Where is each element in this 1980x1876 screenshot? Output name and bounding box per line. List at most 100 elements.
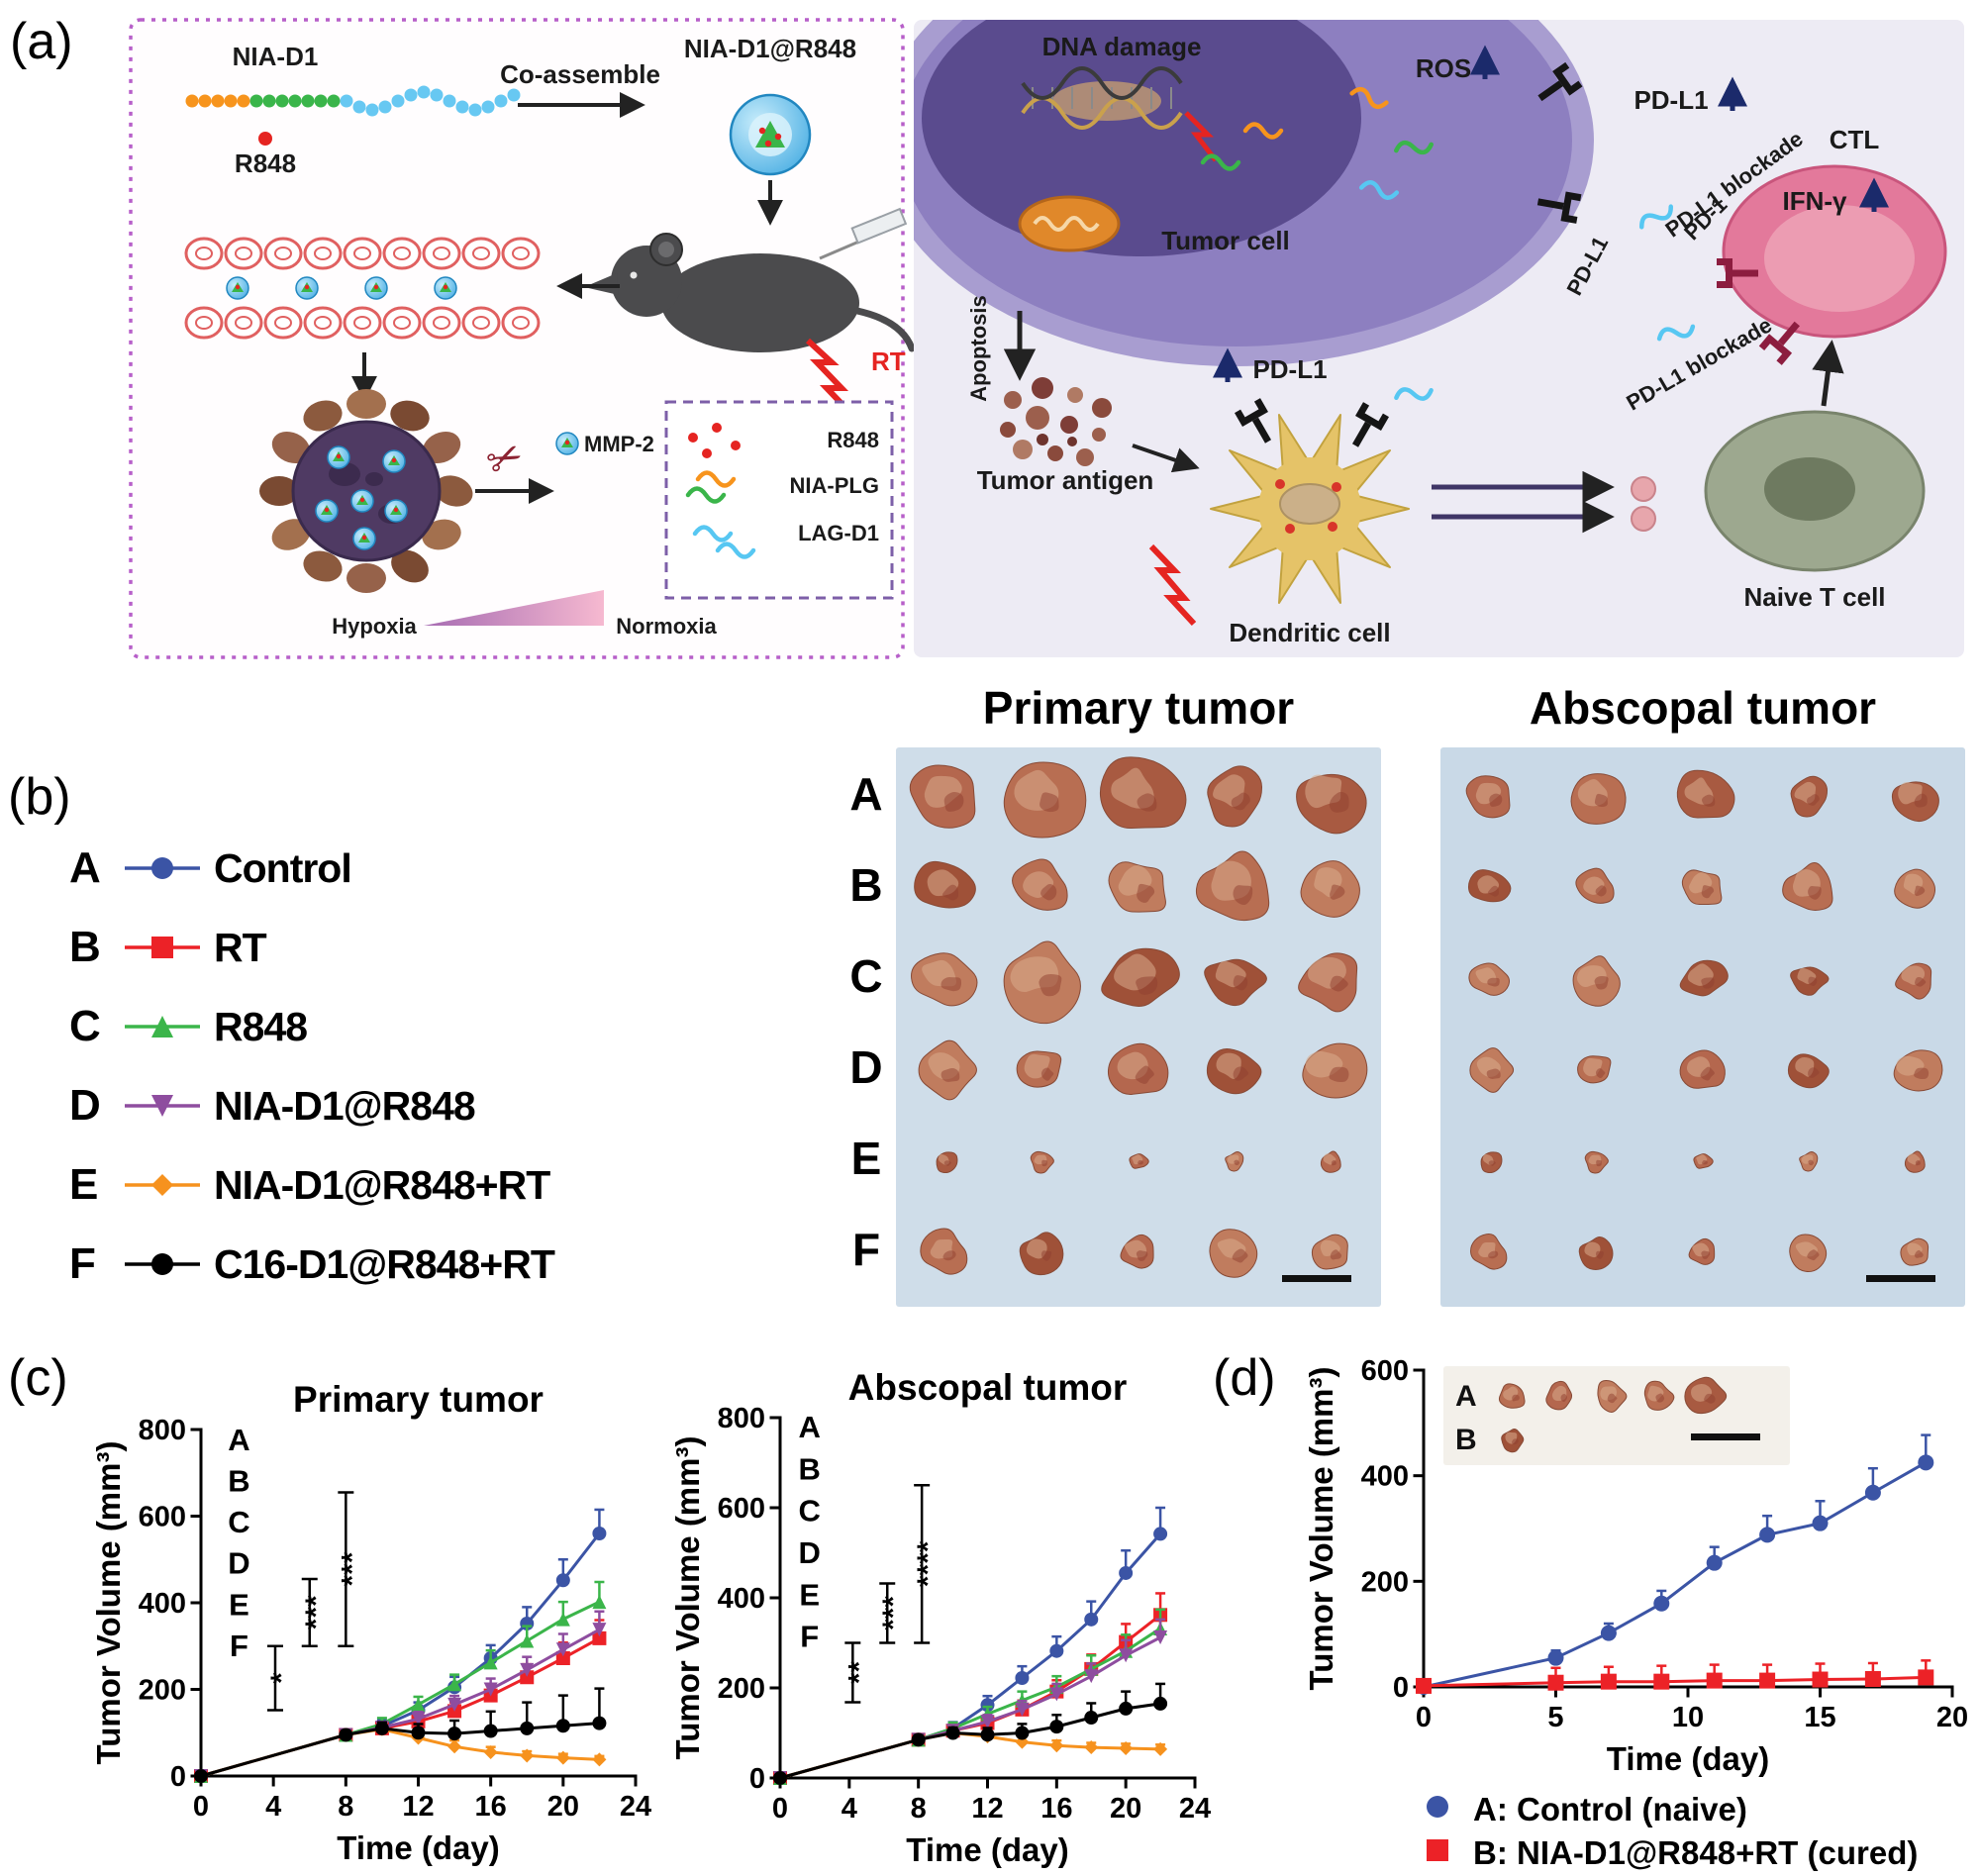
svg-text:16: 16 bbox=[475, 1791, 507, 1823]
ros-label: ROS bbox=[1416, 53, 1471, 83]
immune-mechanism: DNA damage Tumor cell ROS PD-L1 PD-L1 PD… bbox=[914, 20, 1964, 657]
series-marker-icon bbox=[119, 1168, 206, 1202]
svg-text:0: 0 bbox=[170, 1761, 186, 1793]
legend-item: E NIA-D1@R848+RT bbox=[69, 1153, 550, 1217]
svg-text:Primary tumor: Primary tumor bbox=[293, 1379, 544, 1420]
photo-row-label: E bbox=[850, 1133, 882, 1184]
svg-text:Time (day): Time (day) bbox=[906, 1831, 1068, 1868]
svg-text:****: **** bbox=[912, 1540, 944, 1587]
svg-text:C: C bbox=[228, 1505, 249, 1539]
tumor-cell bbox=[914, 20, 1594, 366]
normoxia-label: Normoxia bbox=[616, 614, 717, 639]
svg-text:16: 16 bbox=[1040, 1793, 1072, 1825]
photo-row-label: B bbox=[849, 859, 883, 911]
svg-text:Time (day): Time (day) bbox=[1607, 1740, 1769, 1777]
svg-text:Abscopal tumor: Abscopal tumor bbox=[848, 1367, 1128, 1408]
svg-text:***: *** bbox=[336, 1551, 368, 1586]
dendritic-cell-label: Dendritic cell bbox=[1229, 618, 1390, 647]
svg-text:***: *** bbox=[300, 1595, 333, 1629]
dendritic-cell bbox=[1210, 414, 1410, 604]
legend-label: R848 bbox=[214, 1003, 308, 1049]
panel-b-label: (b) bbox=[8, 768, 71, 826]
svg-text:20: 20 bbox=[1936, 1702, 1968, 1733]
hypoxia-label: Hypoxia bbox=[332, 614, 417, 639]
ifn-gamma-label: IFN-γ bbox=[1783, 186, 1848, 216]
nanoparticle-label: NIA-D1@R848 bbox=[684, 34, 856, 63]
tumor-antigen-label: Tumor antigen bbox=[977, 465, 1154, 495]
syringe-icon bbox=[819, 207, 908, 260]
legend-key: F bbox=[69, 1239, 96, 1288]
svg-text:20: 20 bbox=[1110, 1793, 1141, 1825]
dna-icon bbox=[1021, 66, 1183, 130]
svg-text:***: *** bbox=[877, 1596, 910, 1630]
series-marker-icon bbox=[119, 931, 206, 964]
rt-bolt-icon bbox=[1148, 543, 1197, 627]
mitochondria-icon bbox=[1018, 195, 1121, 252]
primary-tumor-heading: Primary tumor bbox=[982, 682, 1295, 734]
legend-key: D bbox=[69, 1081, 101, 1130]
r848-label: R848 bbox=[235, 148, 296, 178]
svg-text:10: 10 bbox=[1672, 1702, 1704, 1733]
svg-text:600: 600 bbox=[718, 1493, 765, 1525]
svg-text:Tumor Volume (mm³): Tumor Volume (mm³) bbox=[673, 1436, 706, 1760]
ctl-cell bbox=[1722, 164, 1947, 339]
primary-tumor-photo bbox=[896, 747, 1381, 1307]
svg-text:D: D bbox=[798, 1535, 820, 1570]
svg-text:0: 0 bbox=[749, 1763, 765, 1795]
dna-damage-label: DNA damage bbox=[1042, 32, 1202, 61]
legend-key: A bbox=[69, 843, 101, 892]
svg-text:0: 0 bbox=[1416, 1702, 1432, 1733]
d-legend-label: B: NIA-D1@R848+RT (cured) bbox=[1473, 1833, 1919, 1871]
svg-text:E: E bbox=[229, 1587, 249, 1622]
mmp2-particle-icon bbox=[555, 432, 579, 455]
svg-text:600: 600 bbox=[139, 1502, 186, 1533]
legend-key: B bbox=[69, 923, 101, 971]
legend-item: F C16-D1@R848+RT bbox=[69, 1233, 555, 1296]
naive-t-cell bbox=[1704, 410, 1926, 572]
svg-text:0: 0 bbox=[772, 1793, 788, 1825]
panel-d-label: (d) bbox=[1213, 1349, 1276, 1407]
svg-text:Time (day): Time (day) bbox=[337, 1829, 499, 1866]
svg-text:400: 400 bbox=[1361, 1461, 1409, 1493]
legend-key: C bbox=[69, 1002, 101, 1050]
svg-text:24: 24 bbox=[1179, 1793, 1211, 1825]
hypoxia-gradient-icon bbox=[424, 590, 604, 626]
svg-text:800: 800 bbox=[139, 1415, 186, 1446]
series-marker-icon bbox=[119, 1247, 206, 1281]
abscopal-tumor-heading: Abscopal tumor bbox=[1529, 682, 1877, 734]
abscopal-tumor-photo bbox=[1440, 747, 1965, 1307]
series-marker-icon bbox=[119, 1010, 206, 1043]
photo-row-label: F bbox=[851, 1224, 881, 1275]
series-marker-icon bbox=[119, 851, 206, 885]
photo-row-label: C bbox=[849, 950, 883, 1002]
legend-item: A Control bbox=[69, 837, 352, 900]
panel-a-label: (a) bbox=[10, 13, 73, 70]
svg-text:5: 5 bbox=[1547, 1702, 1563, 1733]
d-legend-item: B: NIA-D1@R848+RT (cured) bbox=[1416, 1833, 1918, 1872]
tumor-site bbox=[259, 389, 473, 593]
rechallenge-tumor-photo-inset: AB bbox=[1443, 1366, 1790, 1465]
peptide-chain-icon bbox=[185, 85, 521, 117]
legend-label: RT bbox=[214, 924, 267, 970]
svg-text:**: ** bbox=[842, 1661, 875, 1685]
svg-text:F: F bbox=[800, 1620, 819, 1654]
legend-item: B RT bbox=[69, 916, 267, 979]
release-lag-d1-label: LAG-D1 bbox=[798, 521, 879, 545]
panel-c-label: (c) bbox=[8, 1349, 68, 1407]
r848-dot-icon bbox=[258, 132, 272, 146]
legend-key: E bbox=[69, 1160, 99, 1209]
legend-label: NIA-D1@R848+RT bbox=[214, 1161, 550, 1208]
series-marker-icon bbox=[1416, 1833, 1459, 1872]
svg-text:8: 8 bbox=[911, 1793, 927, 1825]
svg-text:24: 24 bbox=[620, 1791, 651, 1823]
co-assemble-label: Co-assemble bbox=[500, 59, 660, 89]
legend-label: C16-D1@R848+RT bbox=[214, 1240, 555, 1287]
nia-d1-label: NIA-D1 bbox=[233, 42, 319, 71]
antigen-presentation-icon bbox=[1631, 506, 1656, 532]
antigen-presentation-icon bbox=[1631, 476, 1656, 502]
d-legend-label: A: Control (naive) bbox=[1473, 1790, 1747, 1827]
legend-item: D NIA-D1@R848 bbox=[69, 1074, 476, 1137]
photo-row-label: A bbox=[849, 768, 883, 820]
svg-text:200: 200 bbox=[139, 1675, 186, 1707]
